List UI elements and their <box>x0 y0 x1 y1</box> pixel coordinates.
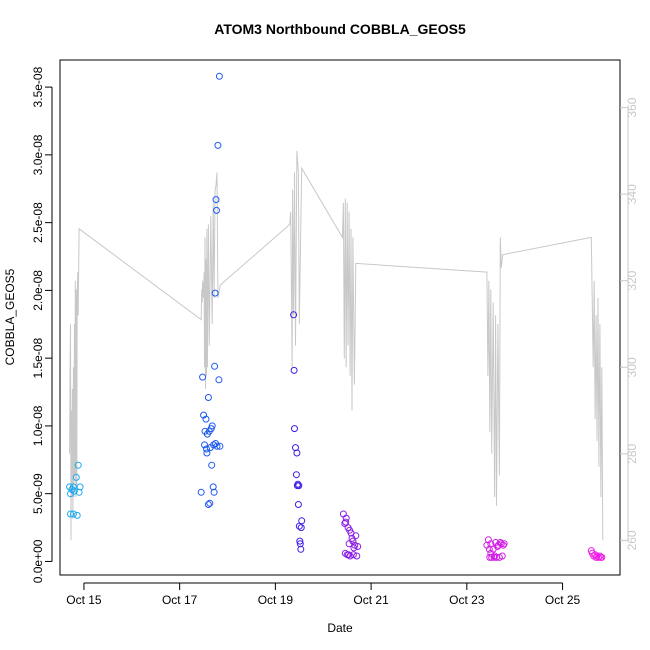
data-point <box>197 488 205 496</box>
data-point <box>213 442 221 450</box>
data-point <box>349 537 357 545</box>
data-point <box>69 510 77 518</box>
data-point <box>215 72 223 80</box>
data-point <box>74 461 82 469</box>
y-tick-label: 2.0e-08 <box>31 270 45 311</box>
data-point <box>342 514 350 522</box>
data-point <box>341 549 349 557</box>
data-point <box>204 394 212 401</box>
data-point <box>70 487 78 495</box>
data-point <box>499 541 507 549</box>
right-tick-label: 360 <box>625 97 639 117</box>
y-axis: 0.0e+00 5.0e-09 1.0e-08 1.5e-08 2.0e-08 2.5e-… <box>31 66 53 583</box>
data-point <box>215 376 223 384</box>
x-tick-label: Oct 19 <box>258 593 294 607</box>
data-point <box>349 551 357 559</box>
plot-frame <box>59 59 621 576</box>
data-point <box>293 449 301 457</box>
data-point <box>498 552 506 560</box>
x-tick-label: Oct 17 <box>162 593 198 607</box>
y-tick-label: 1.5e-08 <box>31 338 45 379</box>
data-point <box>352 532 360 540</box>
data-point <box>297 545 305 553</box>
data-point <box>211 289 219 297</box>
series-line-layer <box>69 150 604 541</box>
y-tick-label: 0.0e+00 <box>31 539 45 583</box>
data-point <box>206 499 214 507</box>
points-layer <box>66 72 606 561</box>
right-tick-label: 260 <box>625 530 639 550</box>
data-point <box>203 449 211 457</box>
right-tick-label: 320 <box>625 270 639 290</box>
data-point <box>216 442 224 450</box>
data-point <box>211 362 219 370</box>
data-point <box>76 483 84 491</box>
data-point <box>596 552 604 560</box>
y-axis-label: COBBLA_GEOS5 <box>3 268 17 365</box>
data-point <box>491 552 499 560</box>
data-point <box>500 540 508 548</box>
data-point <box>598 553 606 561</box>
data-point <box>214 141 222 149</box>
data-point <box>208 461 216 469</box>
right-axis: 260 280 300 320 340 360 <box>620 97 639 550</box>
data-point <box>354 543 362 550</box>
y-tick-label: 3.5e-08 <box>31 66 45 107</box>
x-tick-label: Oct 25 <box>545 593 581 607</box>
right-tick-label: 340 <box>625 184 639 204</box>
data-point <box>294 480 302 488</box>
y-tick-label: 3.0e-08 <box>31 134 45 175</box>
data-point <box>497 540 505 548</box>
x-tick-label: Oct 21 <box>353 593 389 607</box>
data-point <box>210 441 218 449</box>
data-point <box>290 311 298 319</box>
data-point <box>213 206 220 214</box>
data-point <box>203 445 210 453</box>
data-point <box>69 483 77 491</box>
data-point <box>295 482 303 490</box>
right-tick-label: 280 <box>625 443 639 463</box>
data-point <box>212 196 220 204</box>
data-point <box>201 441 208 449</box>
chart-title: ATOM3 Northbound COBBLA_GEOS5 <box>214 21 466 37</box>
data-point <box>292 471 300 479</box>
data-point <box>296 537 304 545</box>
data-point <box>291 425 298 433</box>
data-point <box>353 552 361 560</box>
data-point <box>72 473 80 481</box>
data-point <box>298 517 306 525</box>
right-tick-label: 300 <box>625 357 639 377</box>
x-tick-label: Oct 23 <box>449 593 485 607</box>
data-point <box>67 510 74 518</box>
y-tick-label: 1.0e-08 <box>31 405 45 446</box>
data-point <box>595 553 602 561</box>
data-point <box>290 366 298 374</box>
x-axis-label: Date <box>327 621 353 635</box>
x-tick-label: Oct 15 <box>66 593 102 607</box>
data-point <box>294 501 302 508</box>
data-point <box>202 415 210 423</box>
x-axis: Oct 15 Oct 17 Oct 19 Oct 21 Oct 23 Oct 25 <box>66 582 581 607</box>
data-point <box>199 373 207 381</box>
data-point <box>208 422 216 430</box>
series-line <box>69 150 604 541</box>
data-point <box>210 488 218 496</box>
data-point <box>66 483 74 491</box>
data-point <box>486 553 494 561</box>
data-point <box>593 552 601 560</box>
y-tick-label: 2.5e-08 <box>31 202 45 243</box>
data-point <box>73 511 81 519</box>
data-point <box>204 501 212 508</box>
data-point <box>297 524 305 532</box>
data-point <box>345 551 353 559</box>
y-tick-label: 5.0e-09 <box>31 473 45 514</box>
